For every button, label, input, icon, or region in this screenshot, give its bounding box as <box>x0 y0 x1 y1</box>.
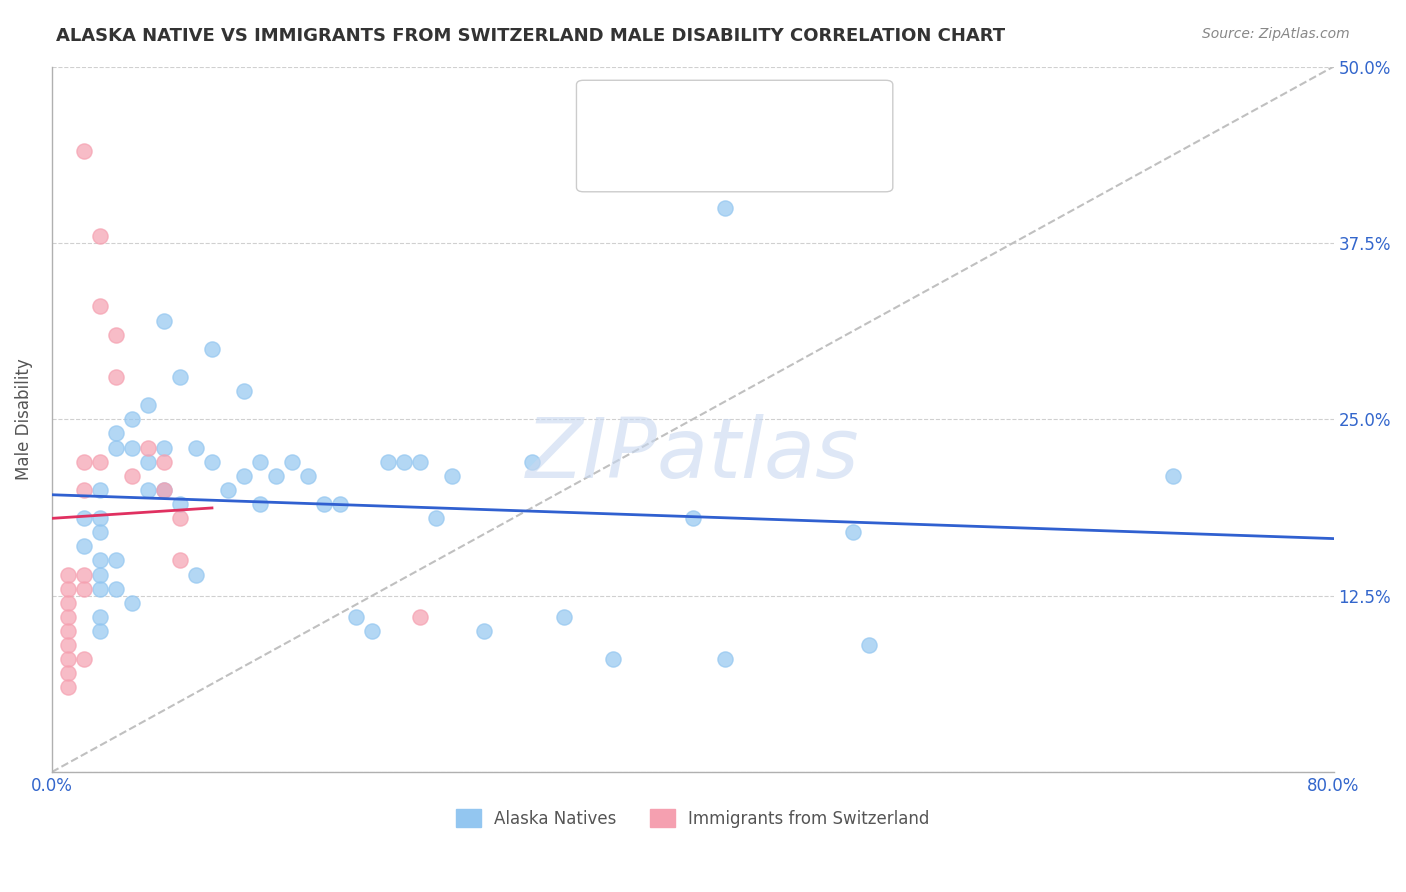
Point <box>472 624 495 638</box>
Text: R =  0.193   N = 27: R = 0.193 N = 27 <box>630 136 793 154</box>
Point <box>104 370 127 384</box>
Text: Source: ZipAtlas.com: Source: ZipAtlas.com <box>1202 27 1350 41</box>
Point <box>56 596 79 610</box>
Point <box>104 327 127 342</box>
Point <box>73 483 96 497</box>
Point <box>104 426 127 441</box>
Point <box>602 652 624 666</box>
Point <box>89 300 111 314</box>
Point <box>153 483 176 497</box>
Point <box>184 441 207 455</box>
Point <box>104 582 127 596</box>
Point <box>73 567 96 582</box>
Point <box>136 441 159 455</box>
Point <box>361 624 384 638</box>
Point <box>297 468 319 483</box>
Point <box>249 455 271 469</box>
Point <box>153 483 176 497</box>
Point <box>249 497 271 511</box>
Point <box>169 553 191 567</box>
Point <box>842 525 865 540</box>
Point <box>56 638 79 652</box>
Point <box>104 553 127 567</box>
Point <box>73 145 96 159</box>
Point <box>89 610 111 624</box>
Point <box>104 441 127 455</box>
Point <box>314 497 336 511</box>
Text: ZIPatlas: ZIPatlas <box>526 414 859 495</box>
Point <box>394 455 416 469</box>
Point <box>89 525 111 540</box>
Text: ALASKA NATIVE VS IMMIGRANTS FROM SWITZERLAND MALE DISABILITY CORRELATION CHART: ALASKA NATIVE VS IMMIGRANTS FROM SWITZER… <box>56 27 1005 45</box>
Point <box>89 582 111 596</box>
Point <box>682 511 704 525</box>
Point <box>409 455 432 469</box>
Point <box>1161 468 1184 483</box>
Point <box>377 455 399 469</box>
Point <box>89 511 111 525</box>
Point <box>136 398 159 412</box>
Point <box>184 567 207 582</box>
Point <box>858 638 880 652</box>
Point <box>56 666 79 681</box>
Point <box>713 652 735 666</box>
Point <box>169 511 191 525</box>
Point <box>89 567 111 582</box>
Point <box>73 511 96 525</box>
Point <box>89 455 111 469</box>
Point <box>441 468 464 483</box>
Point <box>56 567 79 582</box>
Point <box>264 468 287 483</box>
Point <box>56 610 79 624</box>
Point <box>169 497 191 511</box>
Point <box>136 455 159 469</box>
Point <box>73 539 96 553</box>
Point <box>169 370 191 384</box>
Point <box>121 441 143 455</box>
Point <box>73 455 96 469</box>
Point <box>713 201 735 215</box>
Point <box>553 610 575 624</box>
Point <box>425 511 447 525</box>
Point <box>73 652 96 666</box>
Text: R =  0.092   N = 56: R = 0.092 N = 56 <box>630 101 792 119</box>
Point <box>329 497 352 511</box>
Point <box>56 652 79 666</box>
Point <box>121 468 143 483</box>
Point <box>136 483 159 497</box>
Y-axis label: Male Disability: Male Disability <box>15 359 32 480</box>
Point <box>153 441 176 455</box>
Point <box>153 313 176 327</box>
Point <box>201 455 224 469</box>
Point <box>201 342 224 356</box>
Point <box>522 455 544 469</box>
Point <box>56 624 79 638</box>
Point <box>56 582 79 596</box>
Point <box>153 455 176 469</box>
Legend: Alaska Natives, Immigrants from Switzerland: Alaska Natives, Immigrants from Switzerl… <box>449 803 936 834</box>
Point <box>233 384 256 398</box>
Point <box>73 582 96 596</box>
Point <box>281 455 304 469</box>
Point <box>233 468 256 483</box>
Point <box>409 610 432 624</box>
Point <box>89 483 111 497</box>
Point <box>56 681 79 695</box>
Point <box>89 553 111 567</box>
Point <box>121 596 143 610</box>
Point <box>121 412 143 426</box>
Point <box>217 483 239 497</box>
Point <box>89 624 111 638</box>
Point <box>344 610 367 624</box>
Point <box>89 228 111 243</box>
